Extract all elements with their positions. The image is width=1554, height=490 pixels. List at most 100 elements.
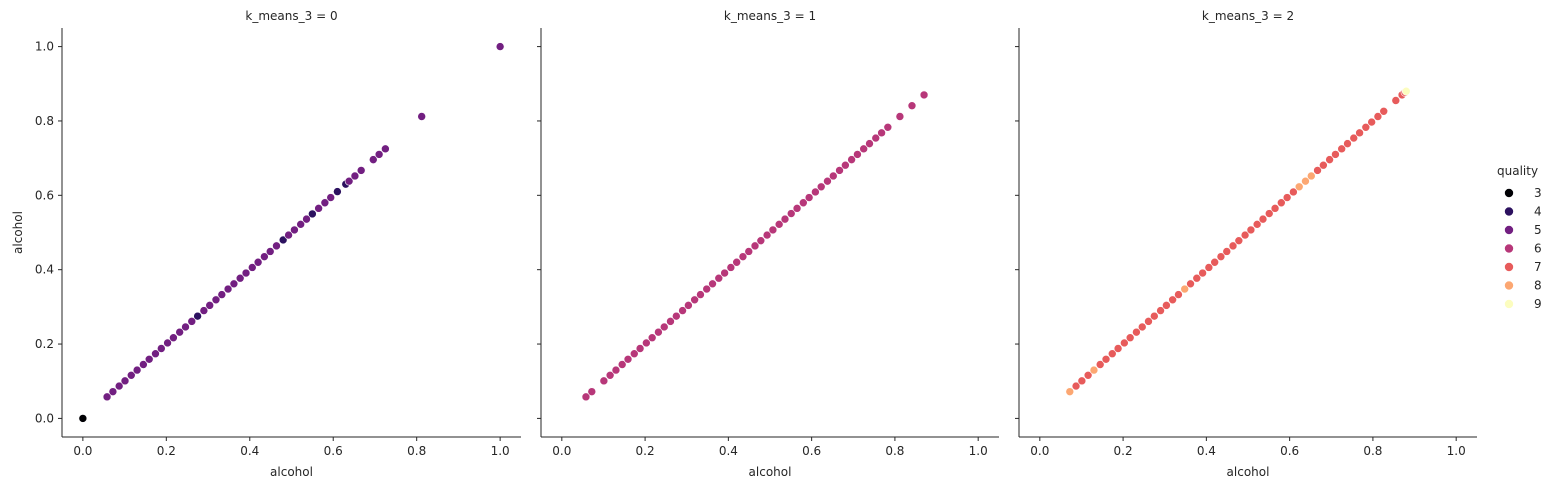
scatter-point <box>1325 155 1334 164</box>
scatter-point <box>859 144 868 154</box>
scatter-point <box>1270 204 1280 213</box>
scatter-point <box>1083 370 1093 380</box>
scatter-point <box>205 301 215 310</box>
scatter-point <box>1174 290 1183 299</box>
y-tick-label: 0.4 <box>35 263 54 277</box>
scatter-point <box>290 225 299 235</box>
scatter-point <box>635 344 645 353</box>
scatter-point <box>1337 144 1346 154</box>
scatter-point <box>750 241 760 251</box>
scatter-point <box>187 317 197 326</box>
x-tick-label: 0.6 <box>802 444 821 458</box>
scatter-point <box>841 160 850 170</box>
facet-panels: k_means_3 = 0 0.0 0.2 0.4 0.6 0.8 1.0 0.0 0.2 0.4… <box>11 9 1477 479</box>
scatter-point <box>786 209 796 218</box>
scatter-point <box>581 392 591 402</box>
scatter-point <box>211 295 221 305</box>
scatter-point <box>1258 214 1268 224</box>
scatter-point <box>1349 133 1359 143</box>
scatter-point <box>253 257 263 267</box>
scatter-point <box>247 263 257 272</box>
scatter-point <box>696 290 705 299</box>
legend-label: 6 <box>1534 242 1542 256</box>
legend-marker <box>1504 243 1514 254</box>
scatter-point <box>260 252 269 261</box>
scatter-point <box>235 273 245 283</box>
facet-title: k_means_3 = 1 <box>724 9 816 23</box>
scatter-point <box>1077 376 1087 386</box>
y-tick-label: 1.0 <box>35 40 54 54</box>
scatter-point <box>1150 311 1159 321</box>
y-tick-label: 0.0 <box>35 411 54 425</box>
scatter-point <box>1252 220 1262 229</box>
scatter-point <box>151 349 160 359</box>
scatter-point <box>374 150 384 159</box>
scatter-point <box>314 204 323 213</box>
x-tick-label: 0.6 <box>1280 444 1299 458</box>
scatter-point <box>1210 257 1219 267</box>
scatter-point <box>883 122 893 132</box>
scatter-point <box>1095 360 1105 369</box>
scatter-point <box>768 225 778 235</box>
scatter-point <box>1331 150 1340 159</box>
x-tick-label: 0.4 <box>1197 444 1216 458</box>
x-tick-label: 0.8 <box>1363 444 1382 458</box>
scatter-point <box>1240 230 1250 240</box>
scatter-point <box>642 338 651 348</box>
scatter-point <box>102 392 112 402</box>
scatter-point <box>495 42 505 51</box>
scatter-point <box>865 139 874 148</box>
legend-label: 4 <box>1534 205 1542 219</box>
scatter-point <box>816 182 826 192</box>
scatter-point <box>223 284 233 294</box>
x-tick-label: 0.6 <box>324 444 343 458</box>
scatter-point <box>1289 187 1298 197</box>
scatter-point <box>108 387 118 396</box>
scatter-point <box>792 204 802 213</box>
scatter-point <box>659 322 669 332</box>
x-tick-label: 1.0 <box>1447 444 1466 458</box>
scatter-point <box>296 220 305 229</box>
scatter-point <box>678 306 687 315</box>
x-tick-label: 0.4 <box>719 444 738 458</box>
scatter-point <box>1401 86 1411 96</box>
x-axis-label: alcohol <box>749 465 792 479</box>
x-tick-label: 0.4 <box>240 444 259 458</box>
scatter-point <box>326 193 336 202</box>
x-tick-label: 0.8 <box>407 444 426 458</box>
scatter-point <box>1313 166 1322 175</box>
scatter-point <box>163 338 172 348</box>
scatter-point <box>1361 122 1371 132</box>
scatter-point <box>702 284 712 294</box>
scatter-point <box>344 176 354 186</box>
scatter-point <box>895 112 905 121</box>
scatter-point <box>120 376 130 386</box>
scatter-point <box>1391 96 1401 105</box>
y-tick-label: 0.2 <box>35 337 54 351</box>
x-tick-label: 1.0 <box>969 444 988 458</box>
scatter-point <box>229 279 239 289</box>
scatter-point <box>144 354 154 364</box>
scatter-point <box>1294 182 1304 192</box>
scatter-point <box>1168 295 1177 305</box>
scatter-point <box>828 171 838 181</box>
scatter-point <box>708 279 717 289</box>
scatter-point <box>132 365 142 375</box>
legend-marker <box>1504 299 1514 309</box>
scatter-point <box>1367 117 1376 127</box>
scatter-point <box>278 235 288 245</box>
scatter-point <box>1373 112 1383 121</box>
y-tick-label: 0.6 <box>35 188 54 202</box>
x-tick-label: 0.2 <box>157 444 176 458</box>
scatter-point <box>762 230 772 240</box>
legend-marker <box>1504 262 1514 272</box>
scatter-point <box>823 176 832 186</box>
scatter-point <box>169 333 178 343</box>
scatter-point <box>1277 198 1286 208</box>
scatter-point <box>654 327 663 337</box>
scatter-point <box>774 220 784 229</box>
scatter-point <box>272 241 281 251</box>
scatter-point <box>780 214 790 224</box>
x-tick-label: 0.2 <box>636 444 655 458</box>
